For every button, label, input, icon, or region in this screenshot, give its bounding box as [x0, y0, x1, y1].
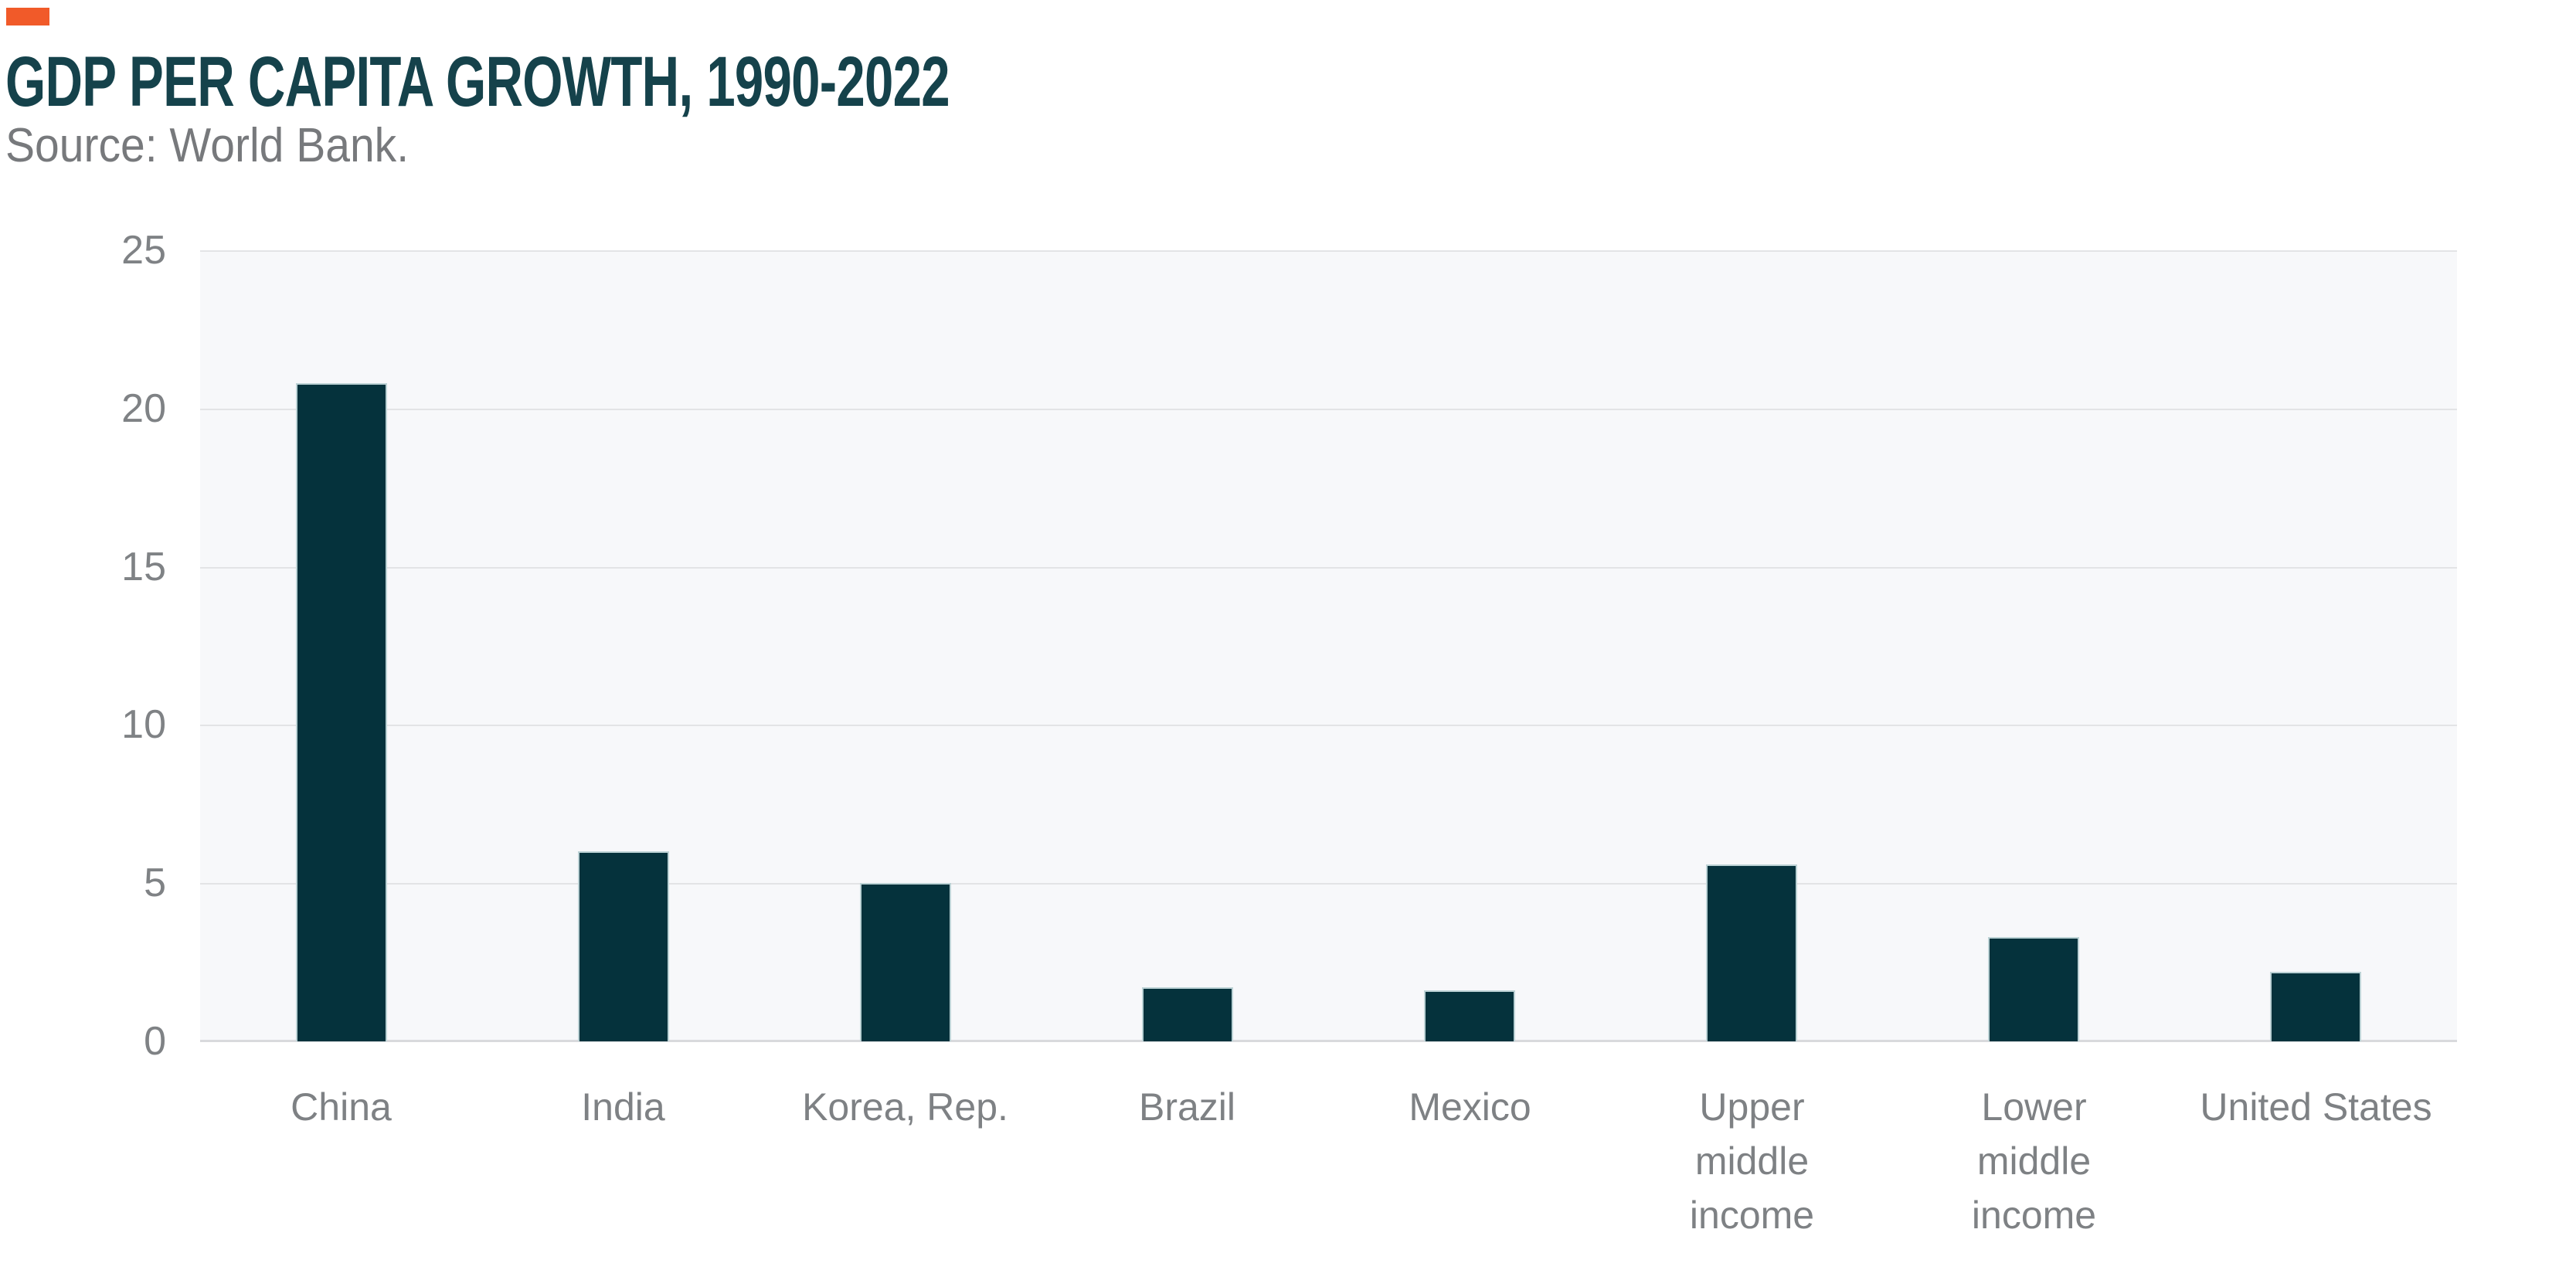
y-axis-tick-label-15: 15	[121, 545, 166, 589]
gridline-y-10	[200, 725, 2457, 726]
x-axis-label-line: India	[581, 1085, 665, 1129]
x-axis-label-line: income	[1689, 1194, 1815, 1237]
gridline-y-5	[200, 883, 2457, 885]
x-axis-label-line: income	[1971, 1194, 2097, 1237]
bar-mexico	[1424, 990, 1515, 1041]
x-axis-label-line: middle	[1976, 1139, 2092, 1183]
bar-united-states	[2270, 972, 2361, 1041]
x-axis-label-united-states: United States	[2175, 1080, 2457, 1134]
brand-accent-mark	[6, 8, 49, 25]
x-axis-label-brazil: Brazil	[1046, 1080, 1328, 1134]
x-axis-label-korea-rep: Korea, Rep.	[764, 1080, 1046, 1134]
y-axis-tick-label-5: 5	[144, 861, 166, 905]
y-axis-tick-label-10: 10	[121, 702, 166, 747]
gridline-y-25	[200, 250, 2457, 252]
gridline-y-15	[200, 567, 2457, 569]
bar-lower-middle-income	[1988, 937, 2079, 1041]
y-axis: 0 5 10 15 20 25	[0, 0, 166, 1287]
chart-source: Source: World Bank.	[5, 119, 410, 172]
x-axis-label-lower-middle-income: Lower middle income	[1893, 1080, 2175, 1242]
chart-title: GDP PER CAPITA GROWTH, 1990-2022	[5, 42, 950, 121]
bar-brazil	[1142, 987, 1233, 1041]
gridline-y-20	[200, 409, 2457, 410]
x-axis-label-line: middle	[1694, 1139, 1810, 1183]
x-axis-label-china: China	[200, 1080, 482, 1134]
bar-china	[296, 383, 387, 1041]
bar-korea-rep	[860, 883, 951, 1041]
bar-upper-middle-income	[1706, 864, 1797, 1041]
x-axis-label-india: India	[482, 1080, 764, 1134]
x-axis-line	[200, 1040, 2457, 1042]
y-axis-tick-label-20: 20	[121, 386, 166, 431]
plot-area	[200, 250, 2457, 1042]
x-axis-label-line: Lower	[1981, 1085, 2087, 1129]
x-axis-label-line: United States	[2200, 1085, 2432, 1129]
x-axis-label-line: Brazil	[1138, 1085, 1236, 1129]
x-axis-label-line: China	[291, 1085, 392, 1129]
x-axis-label-line: Upper	[1699, 1085, 1805, 1129]
y-axis-tick-label-0: 0	[144, 1019, 166, 1064]
x-axis-label-mexico: Mexico	[1329, 1080, 1611, 1134]
x-axis-label-line: Korea, Rep.	[802, 1085, 1008, 1129]
x-axis: China India Korea, Rep. Brazil Mexico Upper mi…	[200, 1080, 2457, 1281]
y-axis-tick-label-25: 25	[121, 228, 166, 273]
x-axis-label-upper-middle-income: Upper middle income	[1611, 1080, 1893, 1242]
x-axis-label-line: Mexico	[1409, 1085, 1531, 1129]
bar-india	[578, 851, 669, 1041]
